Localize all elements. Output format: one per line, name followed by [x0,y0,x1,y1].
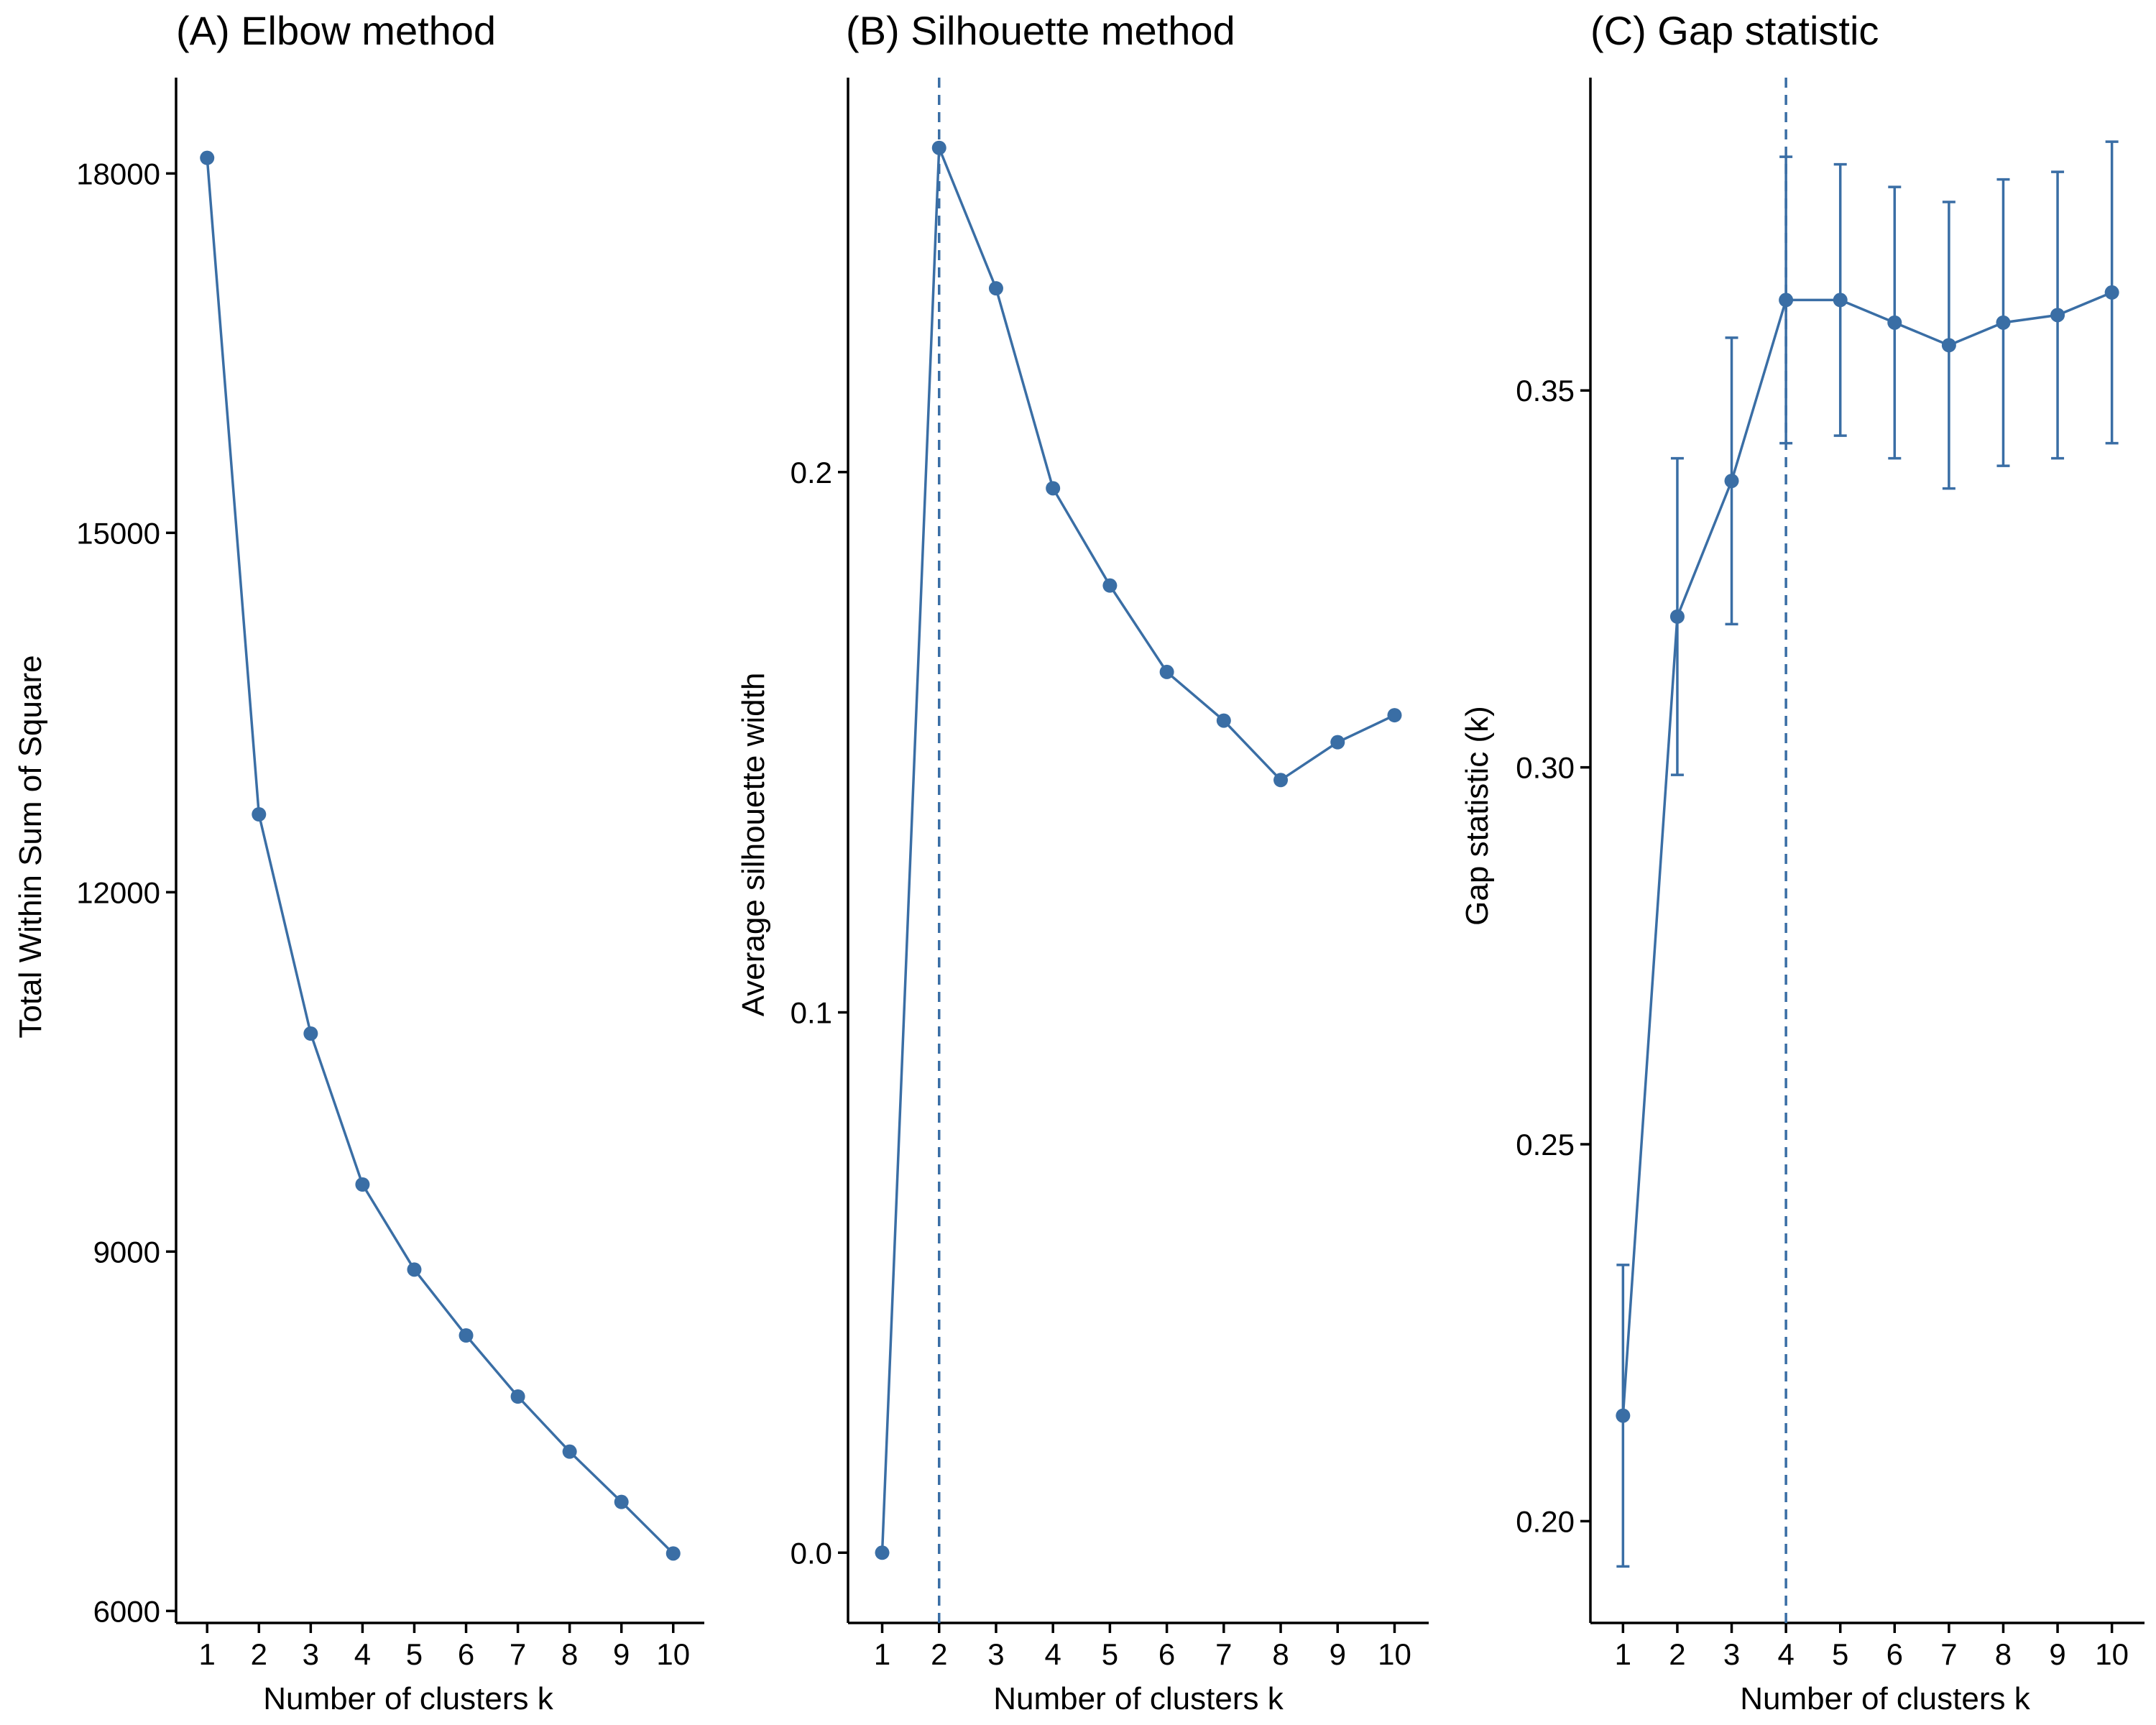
gap-y-axis-title: Gap statistic (k) [1460,706,1495,926]
gap-y-tick-label: 0.25 [1516,1128,1575,1162]
gap-data-point [1616,1408,1631,1423]
elbow-x-tick-label: 2 [251,1637,267,1671]
silhouette-x-tick-label: 5 [1102,1637,1118,1671]
silhouette-plot-area: 1 2 3 4 5 6 7 8 9 10 0.0 0.1 0.2 [791,78,1429,1671]
elbow-panel: (A) Elbow method Number of clusters k To… [13,8,704,1716]
silhouette-data-point [1046,481,1061,496]
silhouette-x-tick-label: 7 [1215,1637,1232,1671]
gap-x-tick-label: 5 [1832,1637,1848,1671]
elbow-x-tick-label: 9 [613,1637,630,1671]
silhouette-x-tick-label: 8 [1272,1637,1289,1671]
silhouette-panel-title: (B) Silhouette method [846,8,1235,53]
silhouette-x-tick-label: 6 [1158,1637,1175,1671]
elbow-x-tick-label: 5 [406,1637,423,1671]
silhouette-x-tick-label: 2 [931,1637,947,1671]
elbow-data-point [355,1177,370,1192]
gap-data-point [1833,293,1848,308]
elbow-data-point [614,1494,629,1509]
elbow-data-point [510,1389,525,1404]
gap-data-point [1996,315,2011,330]
elbow-y-axis-title: Total Within Sum of Square [13,655,48,1038]
gap-y-tick-label: 0.20 [1516,1504,1575,1538]
elbow-x-tick-label: 4 [354,1637,371,1671]
elbow-data-point [459,1328,474,1343]
gap-x-tick-label: 7 [1940,1637,1957,1671]
elbow-x-tick-label: 6 [458,1637,474,1671]
silhouette-data-point [1387,708,1402,723]
gap-y-tick-label: 0.30 [1516,751,1575,785]
silhouette-data-point [1330,735,1345,750]
elbow-data-point [252,807,267,822]
silhouette-data-point [875,1545,890,1560]
elbow-y-tick-label: 15000 [76,516,160,550]
silhouette-data-point [1159,664,1174,679]
silhouette-x-tick-label: 3 [987,1637,1004,1671]
silhouette-data-point [1102,578,1118,593]
silhouette-series-line [880,147,1396,1553]
elbow-data-point [562,1444,577,1459]
silhouette-data-point [988,281,1003,296]
gap-x-tick-label: 3 [1723,1637,1740,1671]
elbow-x-tick-label: 10 [656,1637,690,1671]
gap-x-tick-label: 9 [2049,1637,2065,1671]
elbow-panel-title: (A) Elbow method [176,8,496,53]
elbow-data-point [665,1546,681,1561]
gap-data-point [1941,338,1956,353]
silhouette-data-point [931,140,946,155]
elbow-y-tick-label: 6000 [93,1594,160,1628]
silhouette-x-tick-label: 4 [1044,1637,1061,1671]
gap-data-point [2050,308,2065,323]
gap-data-point [1724,474,1739,489]
silhouette-data-point [1273,773,1289,788]
elbow-x-tick-label: 7 [510,1637,526,1671]
elbow-data-point [200,150,215,165]
silhouette-x-tick-label: 10 [1378,1637,1411,1671]
silhouette-x-tick-label: 9 [1330,1637,1346,1671]
elbow-data-point [303,1026,318,1041]
elbow-y-tick-label: 12000 [76,875,160,909]
gap-data-point [1887,315,1902,330]
gap-y-tick-label: 0.35 [1516,374,1575,408]
silhouette-x-axis-title: Number of clusters k [993,1681,1284,1716]
gap-panel: (C) Gap statistic Number of clusters k G… [1460,8,2145,1716]
elbow-data-point [407,1262,422,1277]
gap-x-tick-label: 1 [1615,1637,1631,1671]
gap-data-point [2104,285,2119,300]
silhouette-panel: (B) Silhouette method Number of clusters… [736,8,1429,1716]
silhouette-data-point [1216,713,1231,728]
gap-series-line [1621,291,2113,1416]
gap-panel-title: (C) Gap statistic [1590,8,1879,53]
gap-x-tick-label: 4 [1777,1637,1794,1671]
gap-x-tick-label: 6 [1886,1637,1903,1671]
elbow-y-tick-label: 18000 [76,157,160,190]
gap-x-tick-label: 10 [2095,1637,2129,1671]
gap-plot-area: 1 2 3 4 5 6 7 8 9 10 0.20 0.25 0.30 0.35 [1516,78,2145,1671]
elbow-x-tick-label: 8 [561,1637,578,1671]
silhouette-y-tick-label: 0.2 [791,456,832,489]
gap-x-tick-label: 2 [1669,1637,1685,1671]
elbow-y-tick-label: 9000 [93,1235,160,1269]
silhouette-y-tick-label: 0.0 [791,1536,832,1570]
elbow-x-tick-label: 3 [303,1637,319,1671]
gap-data-point [1779,293,1794,308]
elbow-x-axis-title: Number of clusters k [263,1681,553,1716]
gap-data-point [1669,609,1685,624]
silhouette-x-tick-label: 1 [874,1637,890,1671]
elbow-series-line [206,157,674,1555]
elbow-plot-area: 1 2 3 4 5 6 7 8 9 10 6000 9000 12000 15000 18000 [76,78,704,1671]
gap-x-tick-label: 8 [1995,1637,2012,1671]
gap-x-axis-title: Number of clusters k [1740,1681,2030,1716]
silhouette-y-tick-label: 0.1 [791,996,832,1030]
silhouette-y-axis-title: Average silhouette width [736,673,771,1017]
elbow-x-tick-label: 1 [199,1637,216,1671]
